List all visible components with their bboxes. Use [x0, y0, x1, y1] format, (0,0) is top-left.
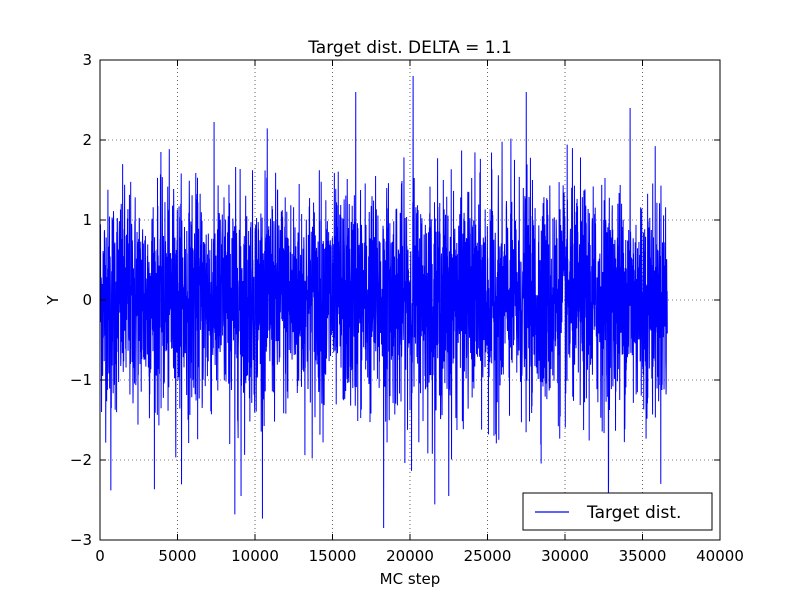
y-axis-label: Y — [44, 295, 62, 306]
ticks: 0 5000 10000 15000 20000 25000 30000 35000 40000… — [70, 51, 744, 565]
x-tick-label: 10000 — [231, 547, 279, 565]
x-axis-label: MC step — [380, 570, 441, 588]
x-tick-label: 5000 — [158, 547, 196, 565]
x-tick-label: 40000 — [696, 547, 744, 565]
x-tick-label: 15000 — [309, 547, 357, 565]
legend: Target dist. — [522, 492, 713, 531]
series-layer — [99, 75, 668, 529]
x-tick-label: 25000 — [464, 547, 512, 565]
x-tick-label: 0 — [95, 547, 105, 565]
x-tick-label: 20000 — [386, 547, 434, 565]
chart-title: Target dist. DELTA = 1.1 — [307, 38, 512, 58]
y-tick-label: 1 — [82, 211, 92, 229]
x-tick-label: 35000 — [619, 547, 667, 565]
y-tick-label: 3 — [82, 51, 92, 69]
y-tick-label: −1 — [70, 371, 92, 389]
series-line — [99, 75, 668, 529]
y-tick-label: −3 — [70, 531, 92, 549]
legend-label: Target dist. — [586, 503, 681, 523]
x-tick-label: 30000 — [541, 547, 589, 565]
y-tick-label: −2 — [70, 451, 92, 469]
y-tick-label: 0 — [82, 291, 92, 309]
y-tick-label: 2 — [82, 131, 92, 149]
